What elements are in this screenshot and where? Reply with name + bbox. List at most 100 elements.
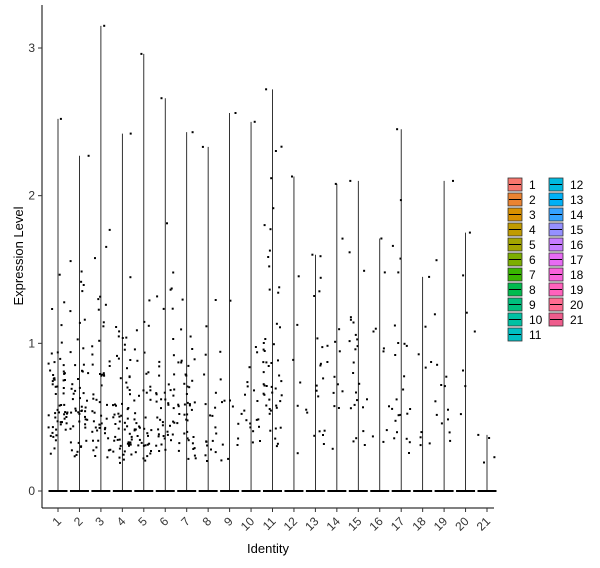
data-point [279,426,282,429]
data-point [158,374,161,377]
data-point [172,271,175,274]
data-point [311,253,314,256]
data-point [194,457,197,460]
data-point [122,453,125,456]
legend-label: 14 [570,208,584,222]
data-point [191,442,194,445]
data-point [137,444,140,447]
data-point [405,437,408,440]
data-point [80,410,83,412]
data-point [144,459,147,462]
data-point [104,426,107,429]
data-point [240,412,243,415]
x-tick-label: 18 [409,514,429,534]
data-point [447,408,449,411]
data-point [322,443,325,445]
data-point [84,406,87,409]
data-point [91,410,94,413]
data-point [299,381,302,384]
data-point [119,377,122,380]
data-point [263,384,266,387]
data-point [59,117,62,120]
legend-label: 6 [529,253,536,267]
data-point [75,453,78,456]
data-point [129,393,131,396]
data-point [424,325,427,328]
legend-label: 1 [529,178,536,192]
data-point [58,273,61,276]
data-point [268,412,271,415]
data-point [142,389,145,392]
data-point [69,310,72,313]
data-point [91,353,94,356]
x-tick-label: 14 [324,514,344,534]
data-point [205,440,208,443]
data-point [280,145,283,148]
data-point [259,440,261,442]
data-point [50,352,53,355]
data-point [62,364,65,367]
data-point [191,379,194,382]
violin-6 [155,98,175,492]
data-point [169,288,172,291]
data-point [181,298,184,301]
data-point [382,440,385,443]
data-point [191,348,194,350]
data-point [120,414,123,417]
data-point [92,420,95,423]
data-point [382,347,385,350]
data-point [51,431,54,434]
data-point [157,433,160,436]
data-point [443,385,446,388]
data-point [275,406,278,409]
data-point [58,411,60,414]
data-point [462,274,465,277]
data-point [363,444,366,446]
data-point [114,423,117,425]
data-point [65,416,68,418]
y-tick-label: 0 [28,484,35,498]
points-4 [112,132,133,464]
data-point [210,448,212,451]
data-point [211,439,214,442]
legend-label: 13 [570,193,584,207]
data-point [63,301,66,304]
data-point [256,400,259,402]
points-11 [262,88,283,448]
data-point [92,393,95,396]
data-point [99,295,102,298]
data-point [74,389,77,392]
data-point [77,378,79,380]
data-point [170,287,173,290]
data-point [103,428,106,431]
data-point [108,228,111,231]
data-point [162,307,165,310]
x-tick-label: 6 [157,514,172,529]
data-point [193,401,196,404]
data-point [160,97,163,100]
data-point [275,322,278,325]
data-point [53,378,56,381]
data-point [85,439,88,442]
data-point [189,335,192,338]
data-point [164,448,167,451]
data-point [56,408,59,411]
data-point [58,404,61,407]
data-point [129,276,132,279]
data-point [128,444,130,447]
data-point [156,295,159,298]
data-point [252,430,255,433]
data-point [62,392,65,395]
data-point [237,422,240,425]
data-point [125,336,128,339]
legend-item-6: 6 [507,252,536,267]
data-point [136,435,139,437]
violin-19 [434,180,454,492]
x-tick-label: 11 [260,514,279,533]
data-point [127,441,130,444]
data-point [253,389,255,392]
data-point [408,452,410,454]
data-point [447,418,449,421]
data-point [186,401,189,404]
